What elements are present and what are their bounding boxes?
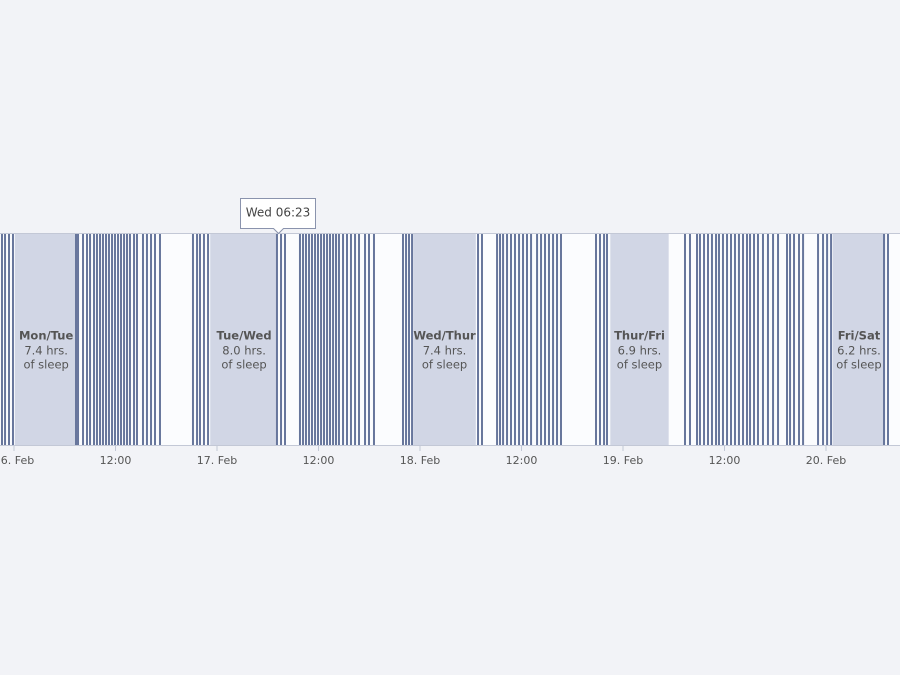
sleep-label: Mon/Tue <box>19 329 73 343</box>
sleep-duration: 7.4 hrs. <box>24 344 68 358</box>
tooltip-text: Wed 06:23 <box>246 206 311 220</box>
sleep-label: Tue/Wed <box>217 329 272 343</box>
sleep-note: of sleep <box>617 358 662 372</box>
x-tick-label: 20. Feb <box>806 454 846 467</box>
x-tick-label: 12:00 <box>100 454 132 467</box>
sleep-band <box>832 234 886 445</box>
sleep-band <box>413 234 476 445</box>
x-tick-label: 18. Feb <box>400 454 440 467</box>
x-tick-label: 19. Feb <box>603 454 643 467</box>
sleep-note: of sleep <box>422 358 467 372</box>
sleep-duration: 6.9 hrs. <box>618 344 662 358</box>
sleep-band <box>210 234 278 445</box>
x-tick-label: 17. Feb <box>197 454 237 467</box>
sleep-label: Wed/Thur <box>413 329 476 343</box>
x-tick-label: 12:00 <box>303 454 335 467</box>
x-tick-label: 16. Feb <box>0 454 34 467</box>
x-tick-label: 12:00 <box>506 454 538 467</box>
events <box>0 234 889 445</box>
x-tick-label: 12:00 <box>709 454 741 467</box>
sleep-label: Thur/Fri <box>614 329 665 343</box>
sleep-bands <box>14 234 886 445</box>
tooltip-box <box>240 198 316 235</box>
sleep-note: of sleep <box>836 358 881 372</box>
sleep-label: Fri/Sat <box>838 329 881 343</box>
sleep-note: of sleep <box>23 358 68 372</box>
sleep-band <box>14 234 78 445</box>
sleep-band <box>610 234 669 445</box>
sleep-duration: 7.4 hrs. <box>423 344 467 358</box>
sleep-duration: 6.2 hrs. <box>837 344 881 358</box>
tooltip: Wed 06:23 <box>240 198 316 235</box>
sleep-duration: 8.0 hrs. <box>222 344 266 358</box>
sleep-note: of sleep <box>221 358 266 372</box>
